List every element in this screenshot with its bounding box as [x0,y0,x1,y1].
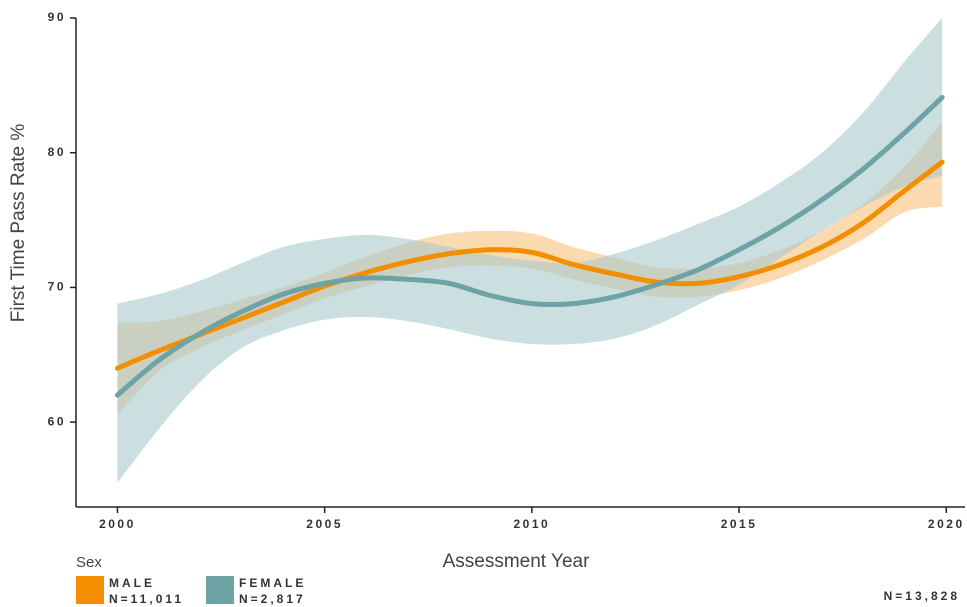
legend-label: FEMALE [239,576,306,590]
legend-label: MALE [109,576,155,590]
legend-title: Sex [76,554,102,571]
series-line [114,159,945,371]
x-tick-label: 2010 [514,517,551,531]
y-tick-label: 80 [48,145,66,159]
y-tick-label: 90 [48,10,66,24]
x-tick-label: 2000 [99,517,136,531]
x-tick-label: 2020 [928,517,965,531]
y-tick-label: 70 [48,280,66,294]
legend-n: N=2,817 [239,592,306,606]
legend-swatch [76,576,104,604]
legend-n: N=11,011 [109,592,184,606]
x-axis-title: Assessment Year [443,551,590,572]
x-tick-label: 2005 [306,517,343,531]
y-axis-title: First Time Pass Rate % [8,124,29,323]
series-line [114,94,945,398]
y-tick-label: 60 [48,414,66,428]
x-tick-label: 2015 [721,517,758,531]
confidence-band [117,121,943,416]
total-n: N=13,828 [884,589,960,603]
confidence-band [117,18,943,483]
legend-swatch [206,576,234,604]
